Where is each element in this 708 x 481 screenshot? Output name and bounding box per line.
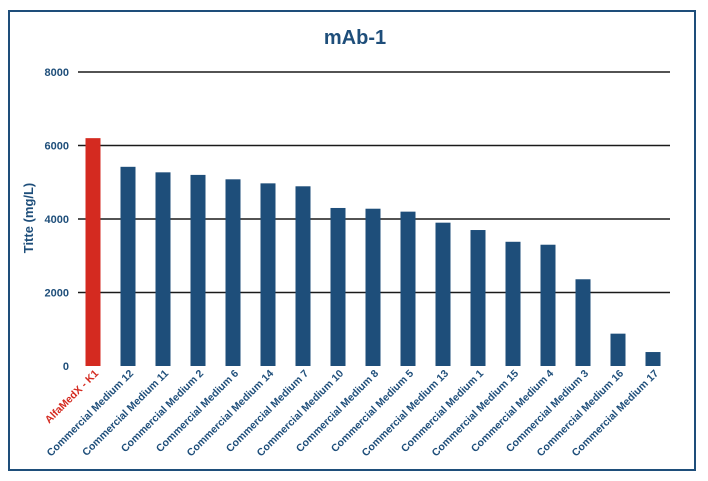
y-axis-ticks: 0 2000 4000 6000 8000 [45,67,69,373]
bars [85,138,661,366]
bar [295,186,311,366]
bar [85,138,101,366]
y-axis-label: Titte (mg/L) [21,183,36,254]
bar [365,208,381,366]
bar [610,333,626,366]
bar [225,179,241,366]
y-tick-label: 8000 [45,67,69,79]
bar [645,352,661,366]
bar [470,230,486,366]
bar [120,166,136,366]
y-tick-label: 0 [63,361,69,373]
y-tick-label: 6000 [45,141,69,153]
bar [505,241,521,366]
bar [540,244,556,366]
bar [330,207,346,366]
y-tick-label: 2000 [45,288,69,300]
bar [190,174,206,366]
bar [260,183,276,366]
bar [435,222,451,366]
bar [400,211,416,366]
y-tick-label: 4000 [45,214,69,226]
bar [575,279,591,366]
chart-title: mAb-1 [324,27,386,49]
bar [155,172,171,366]
